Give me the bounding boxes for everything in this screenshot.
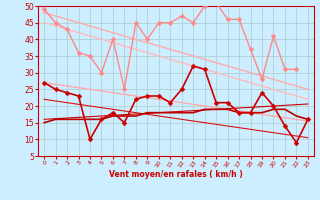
X-axis label: Vent moyen/en rafales ( km/h ): Vent moyen/en rafales ( km/h ) xyxy=(109,170,243,179)
